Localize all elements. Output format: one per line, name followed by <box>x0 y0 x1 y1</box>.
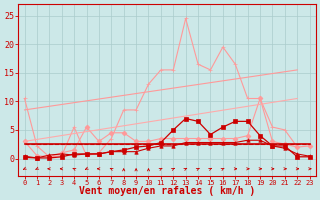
X-axis label: Vent moyen/en rafales ( km/h ): Vent moyen/en rafales ( km/h ) <box>79 186 255 196</box>
